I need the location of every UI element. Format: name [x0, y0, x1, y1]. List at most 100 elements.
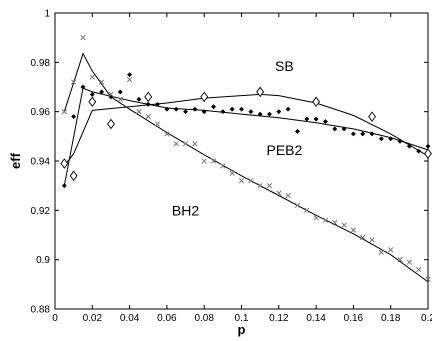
y-tick-label: 0.9 — [36, 255, 50, 266]
dot-marker — [416, 148, 422, 154]
dot-marker — [80, 84, 86, 90]
x-tick-label: 0.02 — [83, 313, 103, 324]
axis-ticks — [54, 12, 429, 310]
cross-marker — [173, 141, 179, 147]
y-tick-label: 0.96 — [31, 107, 51, 118]
cross-marker — [192, 141, 198, 147]
dot-marker — [369, 131, 375, 137]
dot-marker — [182, 109, 189, 115]
dot-marker — [220, 109, 226, 115]
dot-marker — [61, 183, 67, 189]
x-tick-label: 0.04 — [120, 313, 140, 324]
y-tick-label: 0.94 — [31, 157, 51, 168]
fit-curves — [63, 52, 429, 283]
cross-marker — [108, 91, 114, 98]
cross-marker — [126, 76, 133, 83]
diamond-marker — [256, 86, 265, 98]
x-tick-label: 0.14 — [306, 313, 326, 324]
dot-marker — [71, 114, 77, 120]
x-tick-label: 0.16 — [344, 313, 364, 324]
diamond-marker — [69, 170, 78, 182]
dot-marker — [117, 89, 123, 95]
x-tick-label: 0.08 — [194, 313, 214, 324]
cross-marker — [238, 178, 245, 184]
dot-marker — [350, 131, 356, 137]
dot-marker — [425, 143, 431, 149]
cross-marker — [154, 121, 161, 127]
cross-marker — [388, 247, 394, 253]
cross-marker — [164, 131, 170, 137]
cross-marker — [276, 190, 282, 196]
y-tick-label: 1 — [44, 9, 50, 20]
diamond-marker — [60, 158, 69, 169]
cross-marker — [369, 237, 375, 243]
dot-marker — [257, 111, 263, 117]
series-annotation: SB — [275, 58, 294, 74]
dot-marker — [164, 106, 170, 112]
diamond-marker — [312, 96, 321, 108]
cross-marker — [201, 158, 207, 164]
x-tick-label: 0.18 — [381, 313, 401, 324]
cross-marker — [332, 220, 338, 226]
series-annotation: BH2 — [172, 202, 199, 218]
dot-marker — [322, 118, 328, 125]
diamond-marker — [200, 91, 209, 103]
cross-marker — [406, 259, 413, 265]
dot-marker — [388, 136, 394, 142]
dot-marker — [229, 106, 235, 112]
series-annotations: SB PEB2 BH2 — [172, 58, 303, 218]
cross-marker — [425, 276, 431, 283]
cross-marker — [266, 183, 273, 189]
cross-marker — [322, 217, 329, 223]
plot-area-frame — [54, 12, 429, 310]
diamond-marker — [424, 148, 432, 159]
cross-marker — [416, 266, 422, 273]
dot-marker — [378, 136, 384, 142]
dot-marker — [99, 89, 105, 95]
dot-marker — [155, 101, 161, 107]
dot-marker — [276, 109, 282, 115]
dot-marker — [360, 131, 366, 137]
y-tick-label: 0.88 — [31, 305, 51, 316]
cross-marker — [220, 163, 226, 169]
cross-marker — [285, 192, 291, 199]
cross-marker — [294, 202, 301, 209]
cross-marker — [136, 109, 142, 115]
data-markers — [60, 35, 432, 283]
cross-marker — [257, 183, 263, 189]
cross-marker — [70, 79, 77, 85]
dot-marker — [294, 128, 301, 134]
dot-marker — [266, 111, 273, 117]
y-axis-label: eff — [8, 152, 23, 169]
dot-marker — [192, 106, 198, 112]
cross-marker — [210, 158, 217, 164]
diamond-marker — [107, 118, 115, 130]
dot-marker — [397, 138, 403, 144]
diamond-series-fit-line — [63, 93, 429, 167]
dot-marker — [332, 126, 338, 132]
dot-marker — [210, 104, 217, 110]
x-tick-label: 0.12 — [269, 313, 289, 324]
cross-marker — [61, 109, 67, 115]
series-annotation: PEB2 — [266, 142, 302, 158]
dot-marker — [341, 126, 347, 132]
cross-marker — [80, 35, 86, 41]
cross-marker — [397, 257, 403, 263]
cross-marker — [378, 249, 385, 255]
dot-marker — [285, 106, 291, 112]
dot-marker — [406, 143, 412, 149]
dot-marker — [201, 109, 207, 115]
dot-marker — [313, 116, 319, 122]
dot-marker — [127, 72, 133, 78]
diamond-marker — [88, 96, 97, 108]
y-tick-label: 0.98 — [31, 58, 51, 69]
cross-marker — [248, 178, 254, 184]
dot-marker — [304, 116, 310, 122]
cross-marker — [89, 74, 95, 80]
dot-series-fit-line — [63, 87, 429, 186]
dot-marker — [89, 91, 95, 97]
x-tick-label: 0.06 — [157, 313, 177, 324]
x-tick-label: 0.2 — [421, 313, 432, 324]
cross-series-fit-line — [63, 52, 429, 283]
